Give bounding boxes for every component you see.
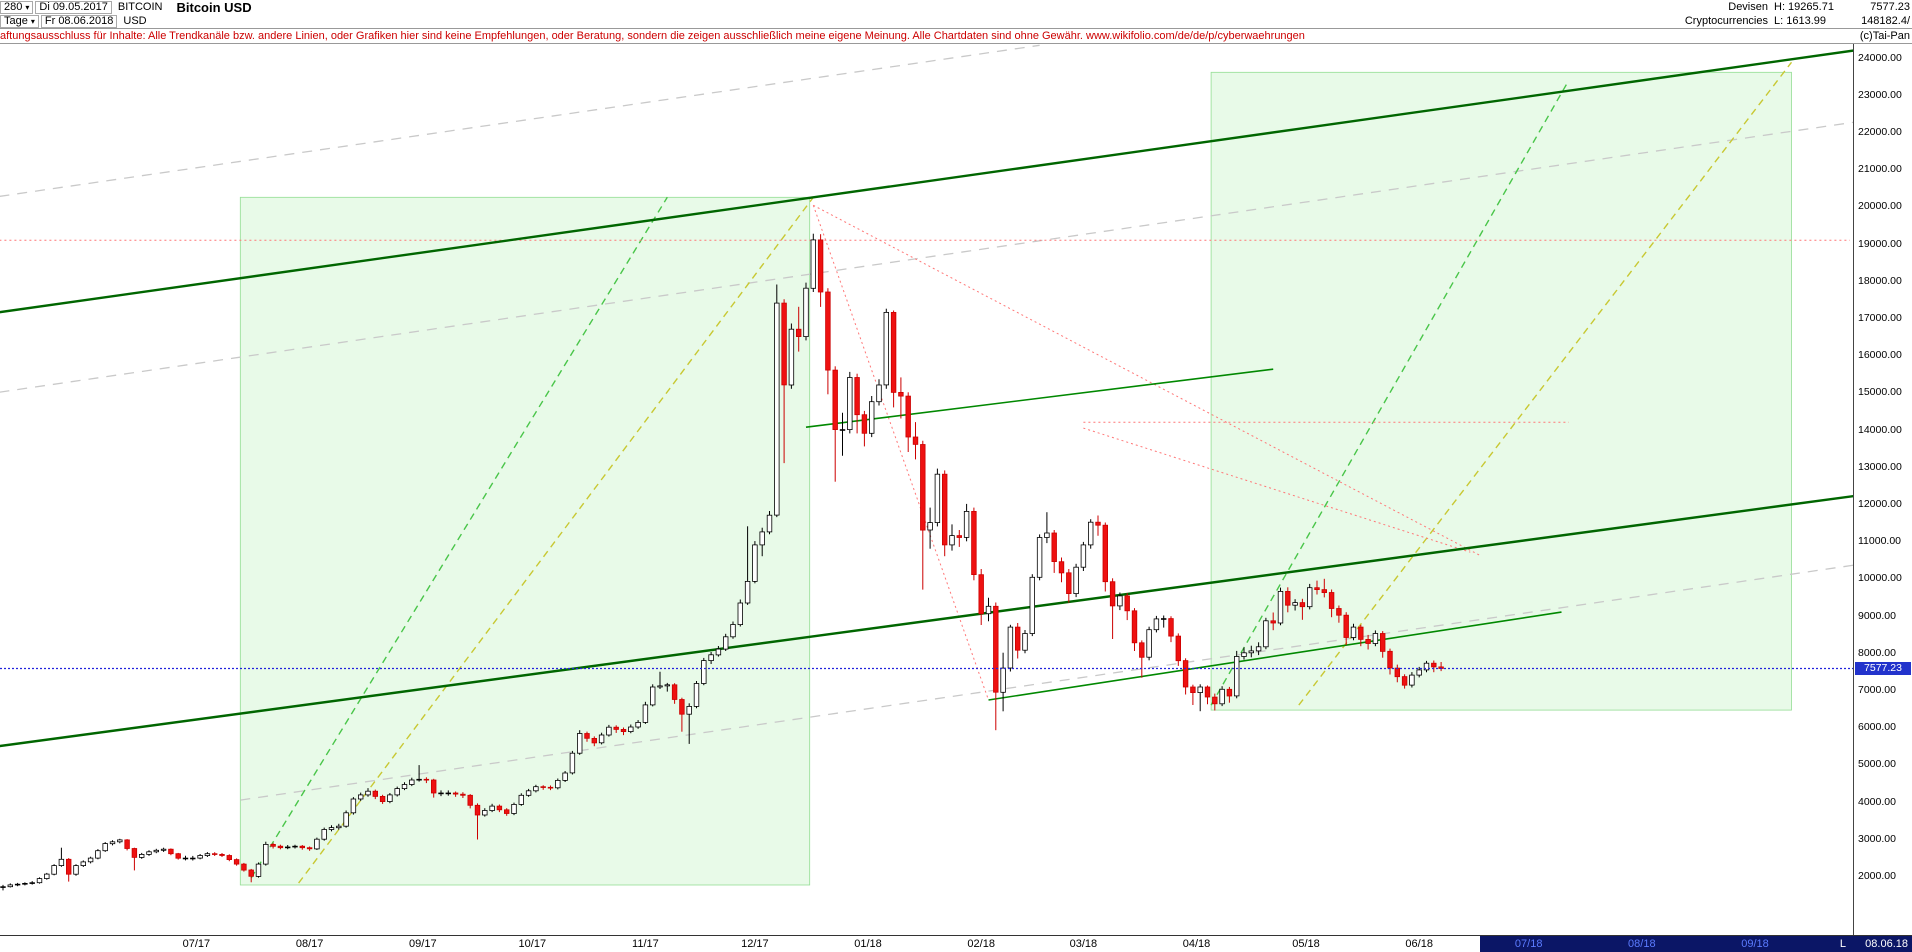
header-bar: 280 ▾ Di 09.05.2017 BITCOIN Bitcoin USD … xyxy=(0,0,1912,29)
time-axis-label: 08/18 xyxy=(1628,938,1656,950)
price-axis-label: 6000.00 xyxy=(1858,721,1896,734)
time-axis-label: 09/18 xyxy=(1741,938,1769,950)
header-row-1: 280 ▾ Di 09.05.2017 BITCOIN Bitcoin USD xyxy=(0,0,252,15)
gray-channel-1 xyxy=(0,44,1040,197)
timeframe-dropdown[interactable]: Tage ▾ xyxy=(0,14,39,28)
future-period-zone xyxy=(1480,936,1912,952)
chart-title: Bitcoin USD xyxy=(176,0,252,15)
price-axis[interactable]: 24000.00 23000.00 22000.00 21000.00 20000.00… xyxy=(1853,44,1912,935)
date-from-value: Di 09.05.2017 xyxy=(39,1,108,13)
disclaimer-bar: aftungsausschluss für Inhalte: Alle Tren… xyxy=(0,29,1912,44)
price-axis-label: 13000.00 xyxy=(1858,460,1902,473)
gray-channel-3 xyxy=(240,564,1853,801)
copyright-label: (c)Tai-Pan xyxy=(1859,30,1910,42)
price-axis-label: 21000.00 xyxy=(1858,163,1902,176)
downtrend-steep xyxy=(812,205,989,701)
price-axis-label: 2000.00 xyxy=(1858,870,1896,882)
last-price-label: 7577.23 xyxy=(1870,1,1910,13)
price-axis-label: 22000.00 xyxy=(1858,126,1902,138)
price-axis-label: 16000.00 xyxy=(1858,349,1902,362)
mid-trendline xyxy=(805,368,1274,428)
price-axis-label: 9000.00 xyxy=(1858,609,1896,622)
last-bar-date: 08.06.18 xyxy=(1865,938,1908,950)
chevron-down-icon: ▾ xyxy=(30,16,35,26)
time-axis-label: 07/17 xyxy=(182,938,211,950)
time-axis-label: 11/17 xyxy=(632,938,659,950)
time-axis[interactable]: L 08.06.18 07/17 08/17 09/17 10/17 11/17 12/1… xyxy=(0,935,1912,952)
gray-channel-2 xyxy=(0,121,1853,393)
price-axis-label: 19000.00 xyxy=(1858,237,1902,250)
fan-yellow-2 xyxy=(1298,61,1793,706)
fan-green-1 xyxy=(250,196,668,879)
price-axis-label: 11000.00 xyxy=(1858,535,1902,548)
subcategory-label: Cryptocurrencies xyxy=(1684,15,1768,27)
price-axis-label: 24000.00 xyxy=(1858,51,1902,64)
price-axis-label: 12000.00 xyxy=(1858,498,1902,510)
green-zone-1 xyxy=(239,196,811,886)
support-line xyxy=(988,611,1562,701)
fan-yellow-1 xyxy=(298,196,814,884)
channel-lower xyxy=(0,494,1853,748)
last-bar-marker: L xyxy=(1839,938,1846,950)
chevron-down-icon: ▾ xyxy=(25,2,30,12)
time-axis-label: 05/18 xyxy=(1292,938,1320,950)
time-axis-label: 03/18 xyxy=(1069,938,1098,950)
date-to-field[interactable]: Fr 08.06.2018 xyxy=(40,14,118,28)
range-high-label: H: 19265.71 xyxy=(1774,1,1834,13)
price-axis-label: 3000.00 xyxy=(1858,832,1896,845)
timeframe-value: Tage xyxy=(4,15,28,27)
header-row-2: Tage ▾ Fr 08.06.2018 USD xyxy=(0,14,151,28)
time-axis-label: 12/17 xyxy=(741,938,769,950)
time-axis-label: 08/17 xyxy=(295,938,324,950)
price-axis-label: 18000.00 xyxy=(1858,274,1902,287)
price-axis-label: 15000.00 xyxy=(1858,386,1902,399)
price-axis-label: 10000.00 xyxy=(1858,572,1902,585)
price-axis-label: 17000.00 xyxy=(1858,312,1902,324)
symbol-label: BITCOIN xyxy=(117,1,163,13)
time-axis-label: 10/17 xyxy=(518,938,547,950)
price-chart[interactable] xyxy=(0,44,1853,935)
disclaimer-text: aftungsausschluss für Inhalte: Alle Tren… xyxy=(0,30,1305,42)
current-price-badge: 7577.23 xyxy=(1855,662,1911,675)
price-axis-label: 4000.00 xyxy=(1858,795,1896,808)
price-axis-label: 14000.00 xyxy=(1858,423,1902,436)
price-axis-label: 7000.00 xyxy=(1858,684,1896,696)
price-axis-label: 20000.00 xyxy=(1858,200,1902,213)
date-to-value: Fr 08.06.2018 xyxy=(44,15,114,27)
currency-label: USD xyxy=(123,15,147,27)
channel-upper xyxy=(0,49,1853,314)
time-axis-label: 01/18 xyxy=(854,938,882,950)
price-axis-label: 8000.00 xyxy=(1858,646,1896,659)
price-axis-label: 23000.00 xyxy=(1858,88,1902,101)
green-zone-2 xyxy=(1210,71,1792,711)
period-dropdown[interactable]: 280 ▾ xyxy=(0,0,34,14)
price-axis-label: 5000.00 xyxy=(1858,758,1896,771)
time-axis-label: 06/18 xyxy=(1405,938,1433,950)
time-axis-label: 07/18 xyxy=(1514,938,1543,950)
range-low-label: L: 1613.99 xyxy=(1774,15,1826,27)
category-label: Devisen xyxy=(1728,1,1768,13)
time-axis-label: 04/18 xyxy=(1182,938,1211,950)
downtrend-1 xyxy=(813,204,1482,557)
date-from-field[interactable]: Di 09.05.2017 xyxy=(35,0,112,14)
candlestick-chart xyxy=(0,44,1853,891)
time-axis-label: 02/18 xyxy=(967,938,995,950)
turnover-label: 148182.4/ xyxy=(1861,15,1910,27)
time-axis-label: 09/17 xyxy=(409,938,437,950)
period-value: 280 xyxy=(4,1,23,13)
